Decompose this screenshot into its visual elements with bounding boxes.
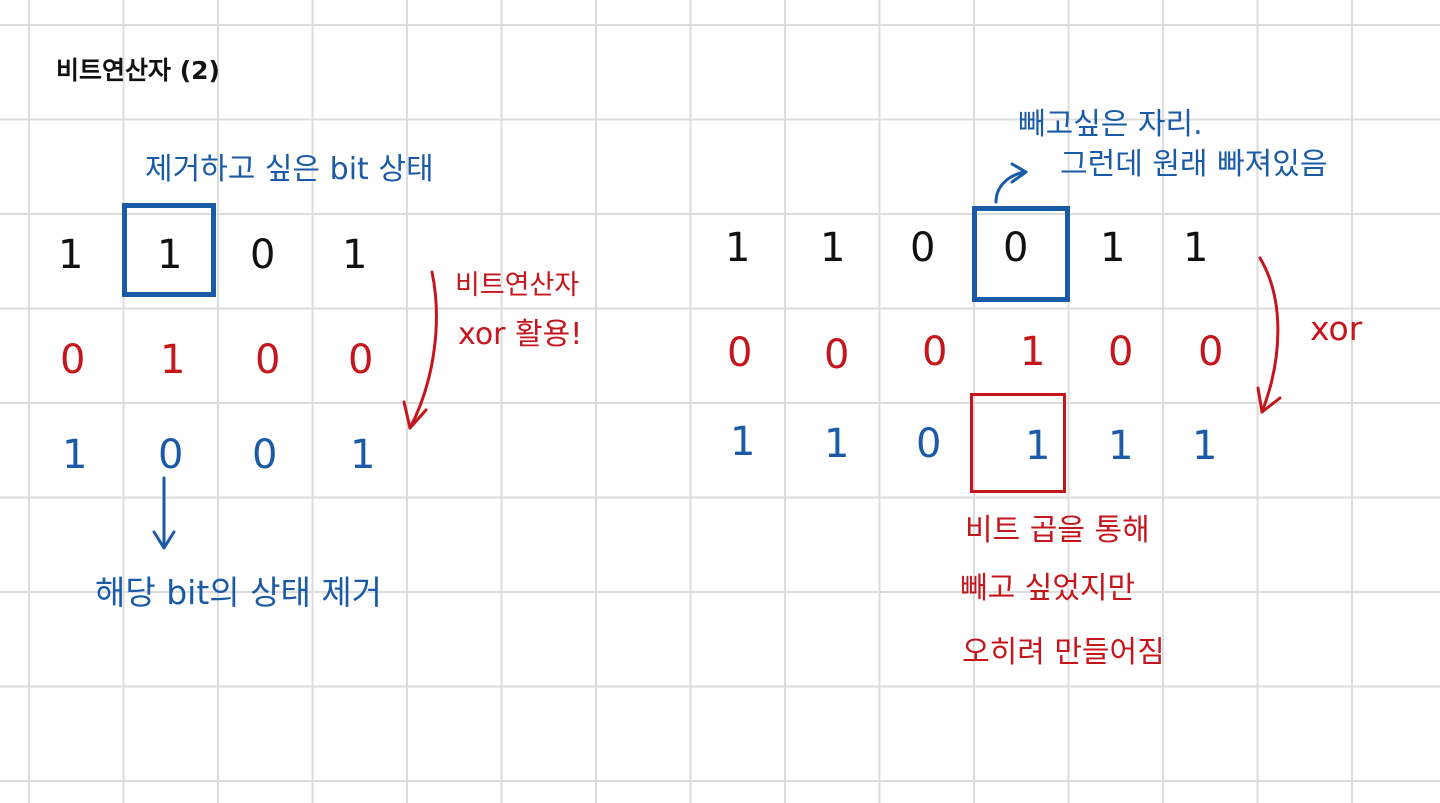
right-input-bit: 1 [725, 225, 751, 271]
right-mask-bit: 0 [922, 329, 948, 375]
right-input-bit: 0 [910, 225, 936, 271]
left-mask-bit: 0 [60, 337, 86, 383]
right-mask-bit: 1 [1020, 329, 1046, 375]
left-side-note-line: xor 활용! [458, 317, 583, 352]
left-down-arrowhead [152, 530, 176, 550]
left-xor-arrow [408, 270, 438, 430]
right-note-arrowhead [1010, 162, 1028, 184]
right-input-bit: 1 [1100, 225, 1126, 271]
left-mask-bit: 1 [160, 337, 186, 383]
right-top-note-line: 빼고싶은 자리. [1018, 107, 1203, 142]
left-input-bit: 1 [157, 232, 183, 278]
left-xor-arrowhead [402, 400, 428, 430]
left-highlight-box [122, 203, 216, 297]
left-input-bit: 0 [250, 232, 276, 278]
right-bottom-note-line: 오히려 만들어짐 [962, 635, 1165, 670]
left-side-note-line: 비트연산자 [455, 270, 580, 301]
left-result-bit: 0 [158, 432, 184, 478]
right-input-bit: 0 [1003, 225, 1029, 271]
right-bottom-note-line: 빼고 싶었지만 [960, 571, 1136, 606]
right-mask-bit: 0 [1108, 329, 1134, 375]
left-input-bit: 1 [58, 232, 84, 278]
right-bottom-note-line: 비트 곱을 통해 [965, 513, 1150, 548]
right-side-note: xor [1310, 309, 1363, 348]
left-mask-bit: 0 [255, 337, 281, 383]
right-result-box [970, 393, 1066, 493]
right-mask-bit: 0 [824, 332, 850, 378]
right-mask-bit: 0 [727, 330, 753, 376]
left-result-bit: 1 [62, 432, 88, 478]
left-mask-bit: 0 [348, 337, 374, 383]
right-top-note-line: 그런데 원래 빠져있음 [1060, 147, 1328, 182]
right-note-arrow [994, 170, 1026, 204]
right-input-bit: 1 [820, 225, 846, 271]
right-input-bit: 1 [1183, 225, 1209, 271]
left-box-label: 제거하고 싶은 bit 상태 [145, 152, 434, 187]
right-xor-arrowhead [1256, 386, 1282, 414]
left-result-bit: 1 [350, 432, 376, 478]
right-xor-arrow [1258, 256, 1280, 414]
left-input-bit: 1 [342, 232, 368, 278]
page-title: 비트연산자 (2) [56, 56, 220, 85]
right-result-bit: 1 [1108, 423, 1134, 469]
right-result-bit: 1 [824, 421, 850, 467]
left-bottom-note: 해당 bit의 상태 제거 [95, 573, 383, 612]
right-mask-bit: 0 [1198, 329, 1224, 375]
left-result-bit: 0 [252, 432, 278, 478]
right-result-bit: 1 [1025, 423, 1051, 469]
right-result-bit: 1 [1192, 423, 1218, 469]
right-highlight-box [972, 206, 1070, 302]
right-result-bit: 1 [730, 419, 756, 465]
right-result-bit: 0 [916, 421, 942, 467]
